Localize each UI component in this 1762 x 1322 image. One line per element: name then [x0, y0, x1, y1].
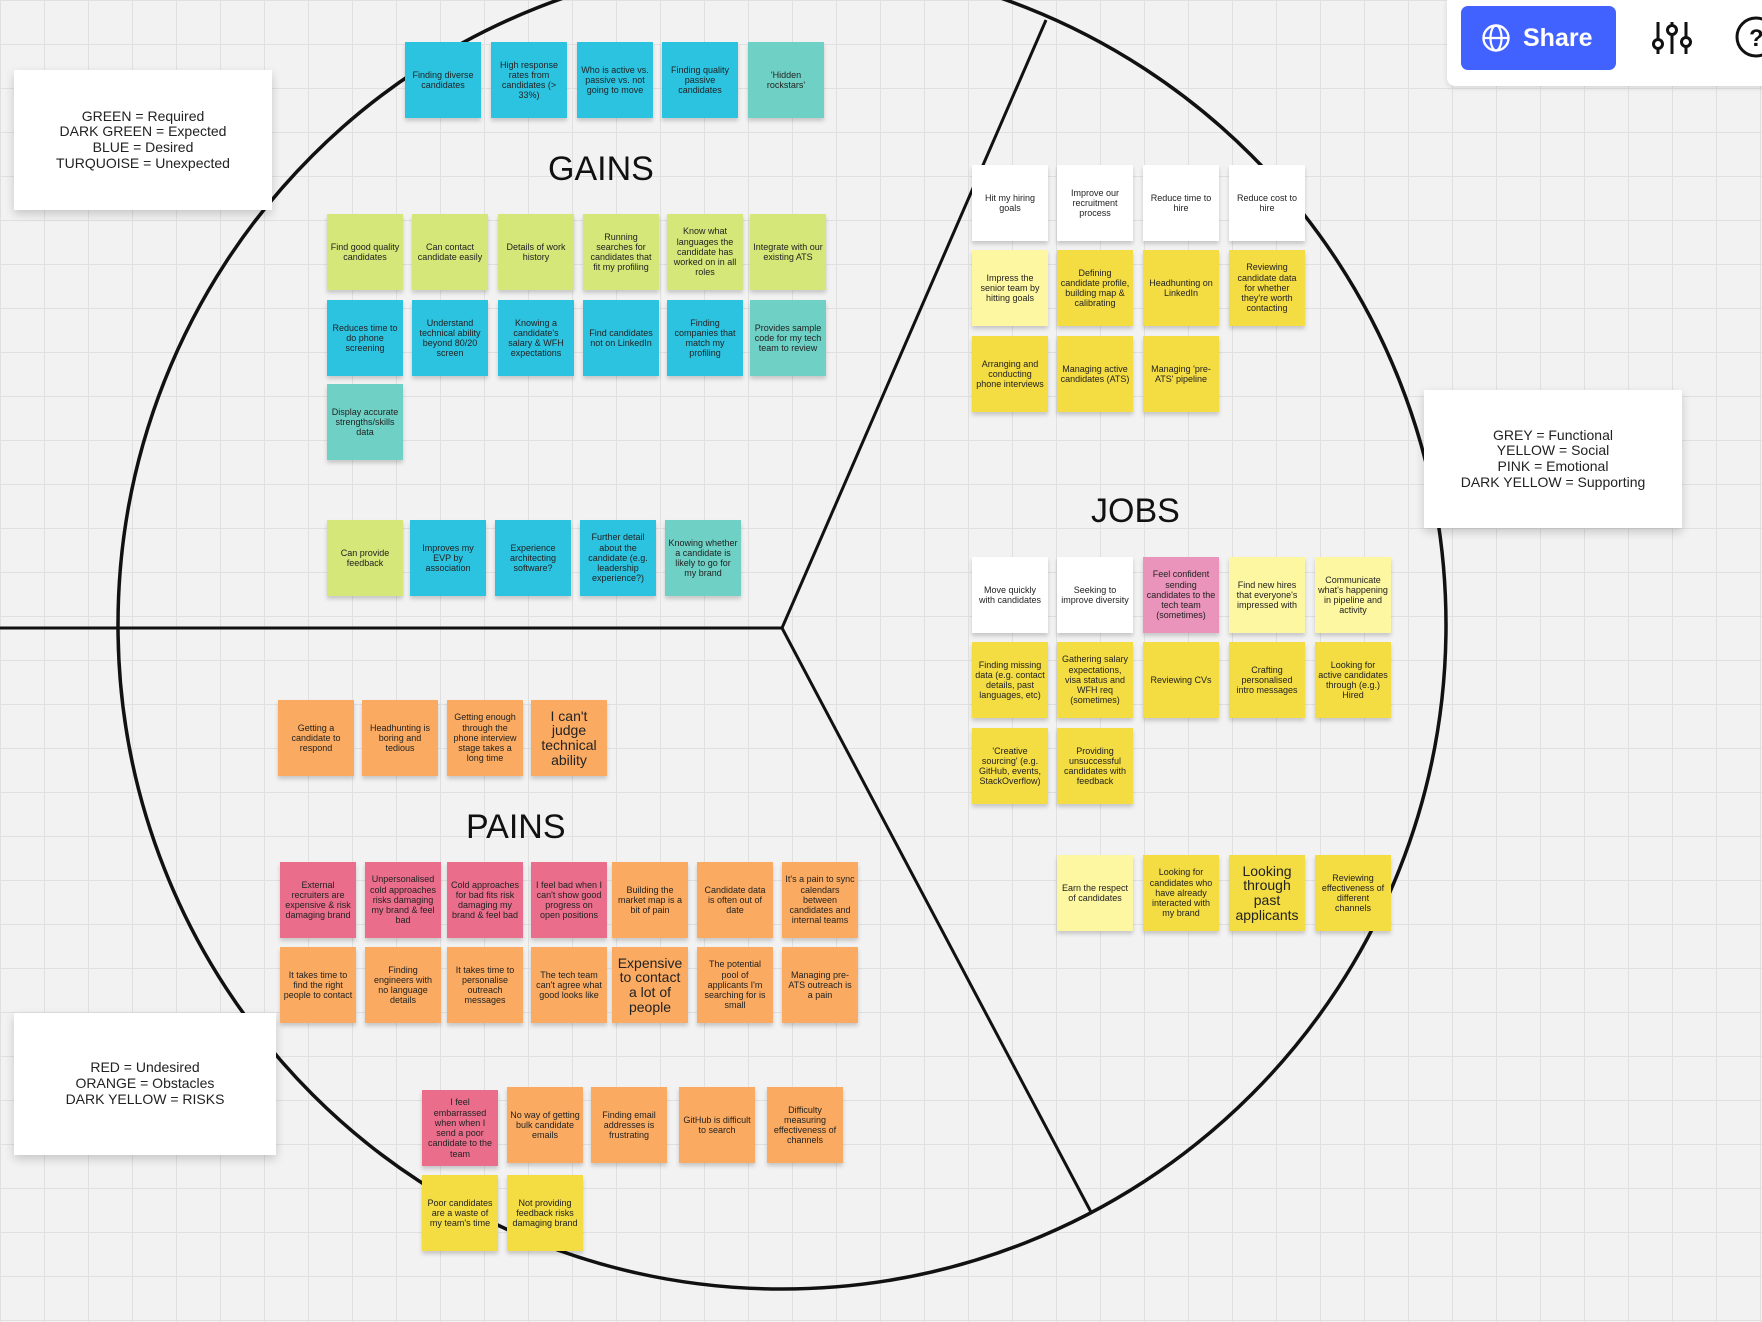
sticky-note-gains[interactable]: Provides sample code for my tech team to…	[750, 300, 826, 376]
sticky-note-gains[interactable]: Find candidates not on LinkedIn	[583, 300, 659, 376]
sticky-note-jobs[interactable]: Impress the senior team by hitting goals	[972, 250, 1048, 326]
sticky-note-pains[interactable]: Candidate data is often out of date	[697, 862, 773, 938]
sticky-note-gains[interactable]: Improves my EVP by association	[410, 520, 486, 596]
sticky-note-pains[interactable]: GitHub is difficult to search	[679, 1087, 755, 1163]
sticky-note-gains[interactable]: Integrate with our existing ATS	[750, 214, 826, 290]
sticky-note-pains[interactable]: Managing pre-ATS outreach is a pain	[782, 947, 858, 1023]
sticky-note-jobs[interactable]: Arranging and conducting phone interview…	[972, 336, 1048, 412]
sticky-note-jobs[interactable]: Earn the respect of candidates	[1057, 855, 1133, 931]
share-label: Share	[1523, 23, 1593, 52]
sticky-note-pains[interactable]: Headhunting is boring and tedious	[362, 700, 438, 776]
sticky-note-jobs[interactable]: Looking for active candidates through (e…	[1315, 642, 1391, 718]
sticky-note-gains[interactable]: Finding companies that match my profilin…	[667, 300, 743, 376]
sticky-note-jobs[interactable]: Defining candidate profile, building map…	[1057, 250, 1133, 326]
customer-profile-circle	[116, 0, 1448, 1291]
sticky-note-pains[interactable]: Unpersonalised cold approaches risks dam…	[365, 862, 441, 938]
sticky-note-pains[interactable]: Expensive to contact a lot of people	[612, 947, 688, 1023]
sticky-note-jobs[interactable]: Managing 'pre-ATS' pipeline	[1143, 336, 1219, 412]
sticky-note-pains[interactable]: Finding engineers with no language detai…	[365, 947, 441, 1023]
sticky-note-gains[interactable]: Knowing a candidate's salary & WFH expec…	[498, 300, 574, 376]
sticky-note-gains[interactable]: Can contact candidate easily	[412, 214, 488, 290]
sticky-note-gains[interactable]: Finding diverse candidates	[405, 42, 481, 118]
sticky-note-jobs[interactable]: Headhunting on LinkedIn	[1143, 250, 1219, 326]
sticky-note-jobs[interactable]: 'Creative sourcing' (e.g. GitHub, events…	[972, 728, 1048, 804]
legend-gains-text: GREEN = Required DARK GREEN = Expected B…	[56, 107, 230, 171]
sticky-note-pains[interactable]: Not providing feedback risks damaging br…	[507, 1175, 583, 1251]
sticky-note-gains[interactable]: Finding quality passive candidates	[662, 42, 738, 118]
sticky-note-jobs[interactable]: Looking for candidates who have already …	[1143, 855, 1219, 931]
sticky-note-gains[interactable]: High response rates from candidates (> 3…	[491, 42, 567, 118]
sticky-note-jobs[interactable]: Managing active candidates (ATS)	[1057, 336, 1133, 412]
sticky-note-gains[interactable]: Running searches for candidates that fit…	[583, 214, 659, 290]
sticky-note-pains[interactable]: Getting enough through the phone intervi…	[447, 700, 523, 776]
sticky-note-pains[interactable]: The potential pool of applicants I'm sea…	[697, 947, 773, 1023]
sticky-note-pains[interactable]: Building the market map is a bit of pain	[612, 862, 688, 938]
globe-icon	[1482, 24, 1510, 52]
sticky-note-jobs[interactable]: Feel confident sending candidates to the…	[1143, 557, 1219, 633]
sticky-note-pains[interactable]: External recruiters are expensive & risk…	[280, 862, 356, 938]
sticky-note-pains[interactable]: Finding email addresses is frustrating	[591, 1087, 667, 1163]
sticky-note-jobs[interactable]: Reduce time to hire	[1143, 165, 1219, 241]
sticky-note-pains[interactable]: I feel embarrassed when when I send a po…	[422, 1090, 498, 1166]
sticky-note-pains[interactable]: Getting a candidate to respond	[278, 700, 354, 776]
sticky-note-jobs[interactable]: Providing unsuccessful candidates with f…	[1057, 728, 1133, 804]
sticky-note-pains[interactable]: Poor candidates are a waste of my team's…	[422, 1175, 498, 1251]
sticky-note-gains[interactable]: Further detail about the candidate (e.g.…	[580, 520, 656, 596]
sticky-note-gains[interactable]: Who is active vs. passive vs. not going …	[577, 42, 653, 118]
sticky-note-jobs[interactable]: Move quickly with candidates	[972, 557, 1048, 633]
divider-gains-jobs	[780, 19, 1048, 629]
sticky-note-gains[interactable]: Experience architecting software?	[495, 520, 571, 596]
sticky-note-gains[interactable]: Know what languages the candidate has wo…	[667, 214, 743, 290]
legend-pains[interactable]: RED = Undesired ORANGE = Obstacles DARK …	[14, 1013, 276, 1155]
sticky-note-pains[interactable]: Difficulty measuring effectiveness of ch…	[767, 1087, 843, 1163]
sticky-note-pains[interactable]: Cold approaches for bad fits risk damagi…	[447, 862, 523, 938]
sticky-note-jobs[interactable]: Reviewing effectiveness of different cha…	[1315, 855, 1391, 931]
sticky-note-jobs[interactable]: Crafting personalised intro messages	[1229, 642, 1305, 718]
sticky-note-jobs[interactable]: Find new hires that everyone's impressed…	[1229, 557, 1305, 633]
legend-jobs-text: GREY = Functional YELLOW = Social PINK =…	[1460, 426, 1646, 490]
legend-jobs[interactable]: GREY = Functional YELLOW = Social PINK =…	[1424, 390, 1682, 528]
sticky-note-pains[interactable]: It takes time to personalise outreach me…	[447, 947, 523, 1023]
sticky-note-pains[interactable]: I feel bad when I can't show good progre…	[531, 862, 607, 938]
sticky-note-gains[interactable]: Reduces time to do phone screening	[327, 300, 403, 376]
sticky-note-jobs[interactable]: Reviewing CVs	[1143, 642, 1219, 718]
legend-gains[interactable]: GREEN = Required DARK GREEN = Expected B…	[14, 70, 272, 210]
sticky-note-jobs[interactable]: Finding missing data (e.g. contact detai…	[972, 642, 1048, 718]
section-title-gains: GAINS	[548, 150, 654, 188]
section-title-jobs: JOBS	[1091, 492, 1180, 530]
legend-pains-text: RED = Undesired ORANGE = Obstacles DARK …	[65, 1059, 225, 1107]
sticky-note-pains[interactable]: I can't judge technical ability	[531, 700, 607, 776]
sticky-note-gains[interactable]: 'Hidden rockstars'	[748, 42, 824, 118]
sticky-note-jobs[interactable]: Improve our recruitment process	[1057, 165, 1133, 241]
sticky-note-jobs[interactable]: Seeking to improve diversity	[1057, 557, 1133, 633]
help-icon[interactable]: ?	[1730, 14, 1762, 60]
sticky-note-jobs[interactable]: Reduce cost to hire	[1229, 165, 1305, 241]
sticky-note-pains[interactable]: No way of getting bulk candidate emails	[507, 1087, 583, 1163]
sticky-note-gains[interactable]: Display accurate strengths/skills data	[327, 384, 403, 460]
sticky-note-jobs[interactable]: Communicate what's happening in pipeline…	[1315, 557, 1391, 633]
sliders-icon[interactable]	[1650, 18, 1694, 58]
sticky-note-gains[interactable]: Find good quality candidates	[327, 214, 403, 290]
sticky-note-jobs[interactable]: Hit my hiring goals	[972, 165, 1048, 241]
sticky-note-jobs[interactable]: Looking through past applicants	[1229, 855, 1305, 931]
divider-pains-jobs	[780, 627, 1094, 1215]
section-title-pains: PAINS	[466, 808, 566, 846]
svg-text:?: ?	[1749, 25, 1762, 52]
sticky-note-gains[interactable]: Details of work history	[498, 214, 574, 290]
sticky-note-pains[interactable]: It takes time to find the right people t…	[280, 947, 356, 1023]
sticky-note-pains[interactable]: It's a pain to sync calendars between ca…	[782, 862, 858, 938]
sticky-note-gains[interactable]: Can provide feedback	[327, 520, 403, 596]
sticky-note-jobs[interactable]: Reviewing candidate data for whether the…	[1229, 250, 1305, 326]
sticky-note-gains[interactable]: Knowing whether a candidate is likely to…	[665, 520, 741, 596]
sticky-note-gains[interactable]: Understand technical ability beyond 80/2…	[412, 300, 488, 376]
sticky-note-pains[interactable]: The tech team can't agree what good look…	[531, 947, 607, 1023]
sticky-note-jobs[interactable]: Gathering salary expectations, visa stat…	[1057, 642, 1133, 718]
share-button[interactable]: Share	[1461, 6, 1616, 70]
